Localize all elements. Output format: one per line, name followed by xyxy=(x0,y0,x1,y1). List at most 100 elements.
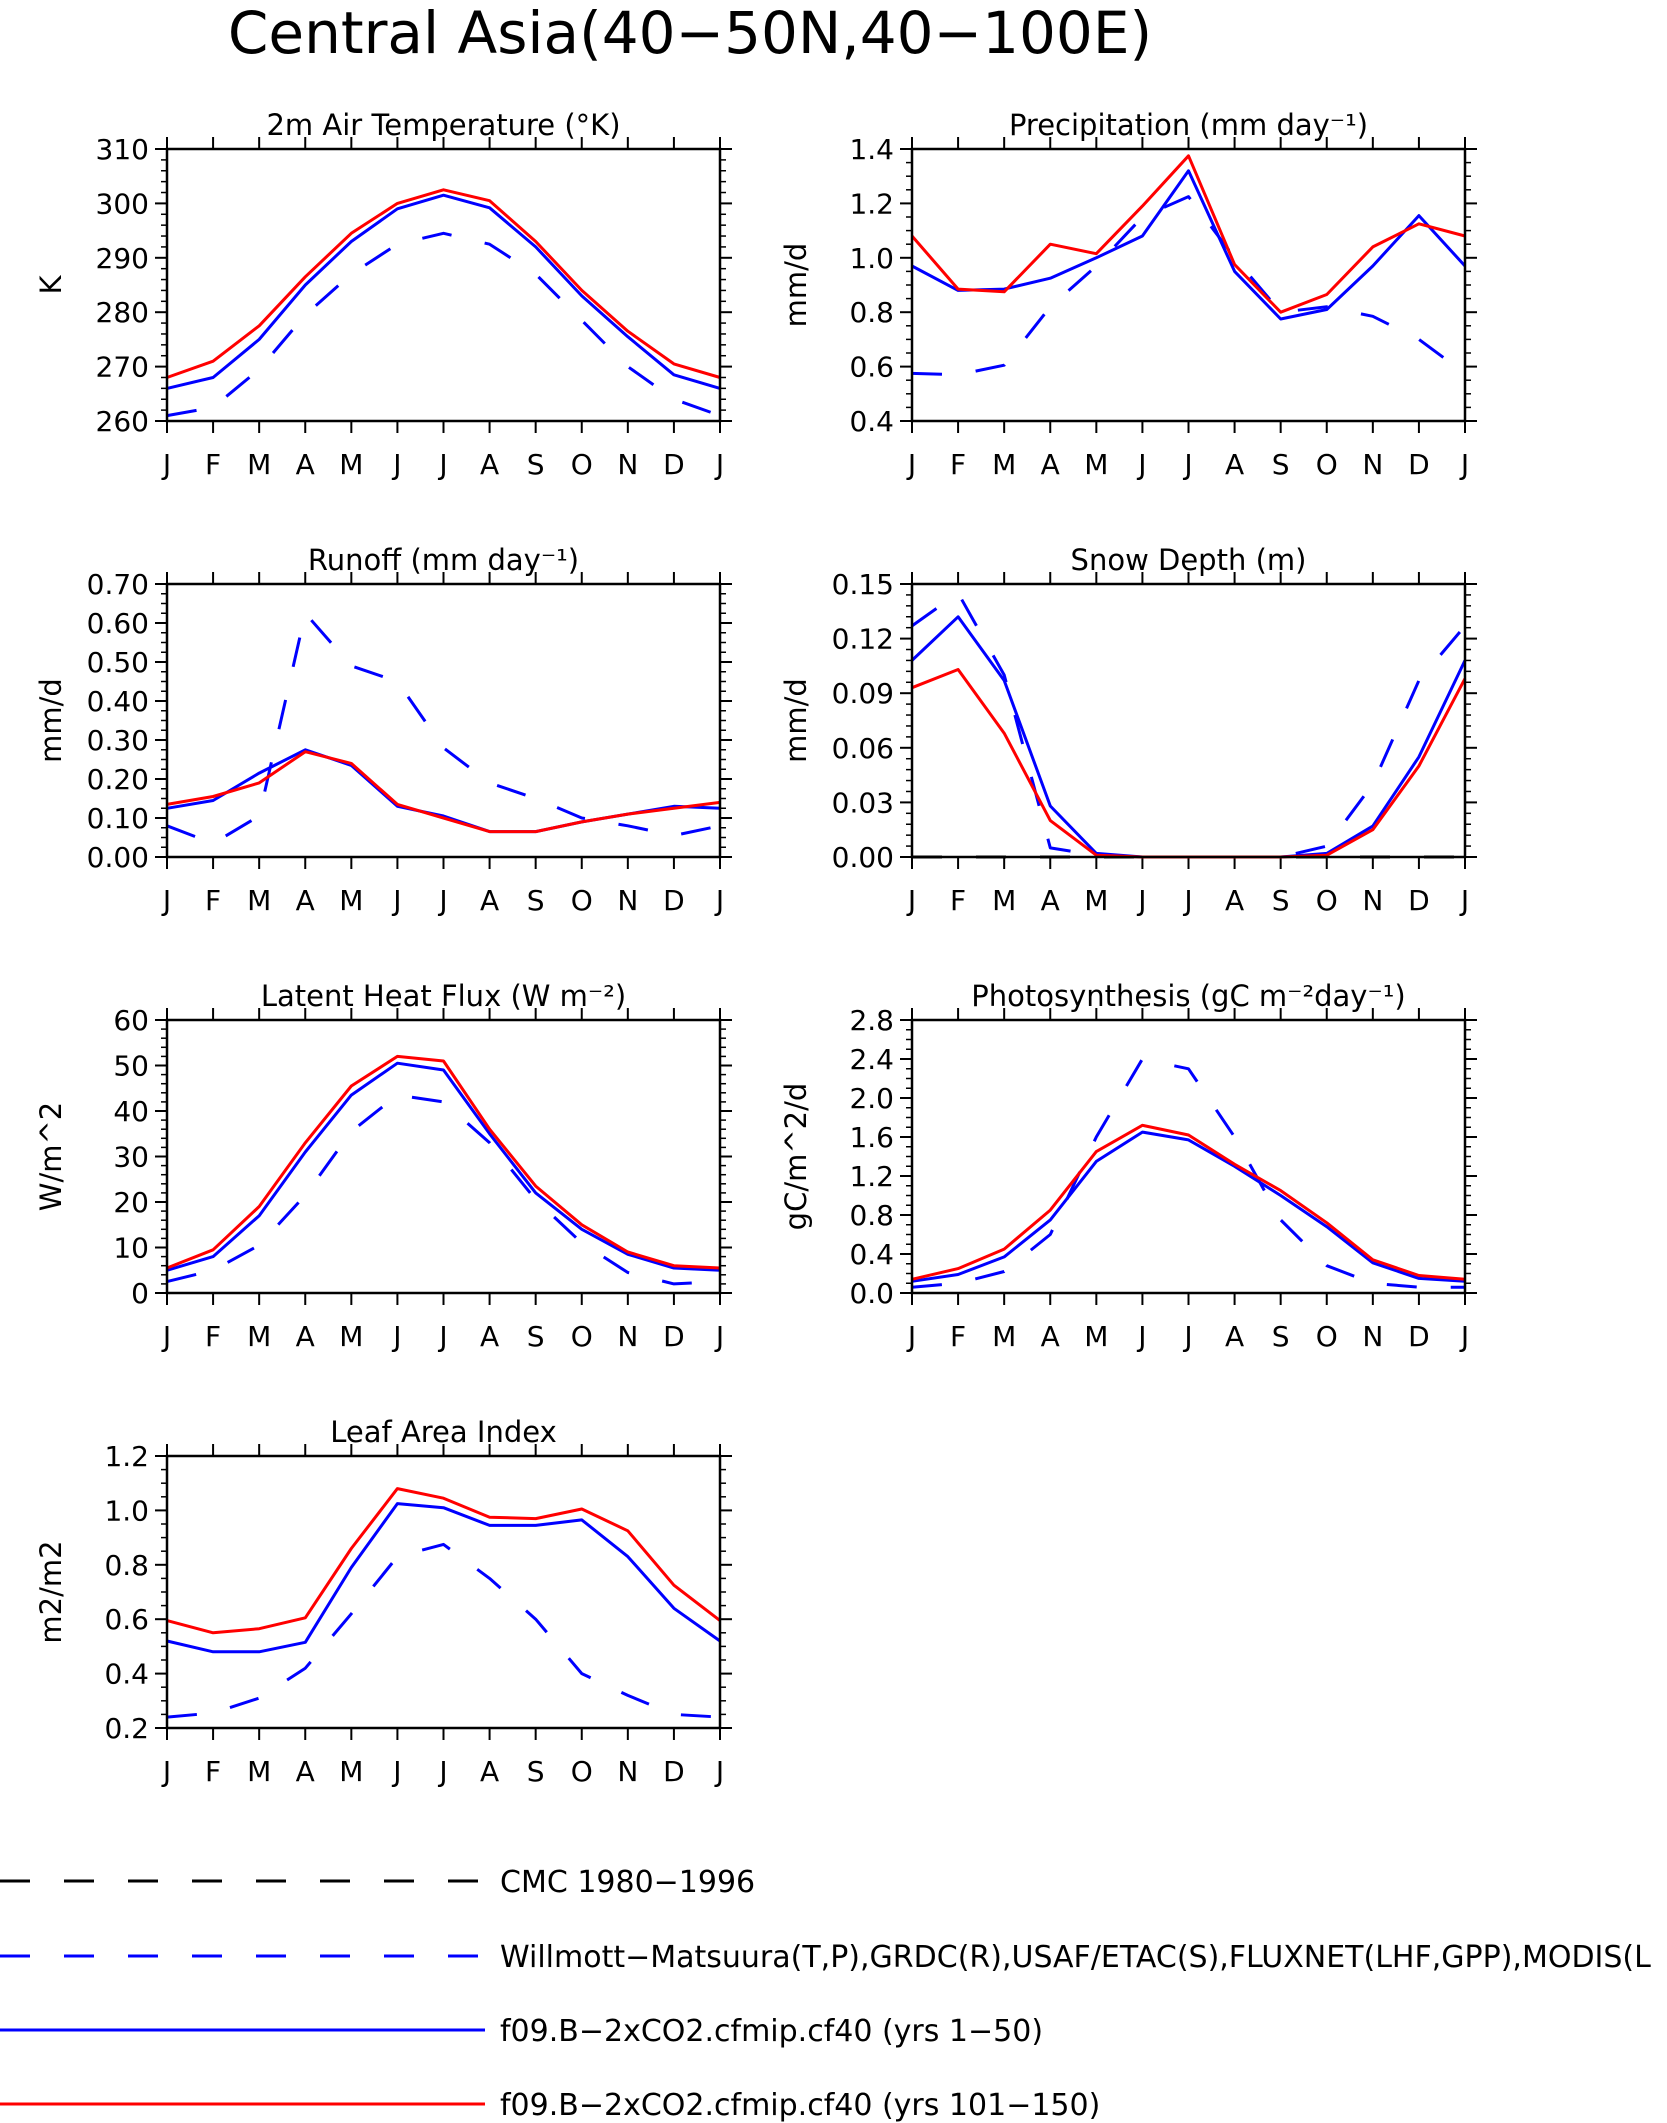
x-tick-label: O xyxy=(571,884,593,917)
y-tick-label: 0.8 xyxy=(849,296,894,329)
series-line-obs xyxy=(166,611,721,845)
panel-title: Runoff (mm day⁻¹) xyxy=(308,543,579,577)
x-tick-label: S xyxy=(527,448,545,481)
x-tick-label: S xyxy=(1272,1320,1290,1353)
x-tick-label: J xyxy=(437,448,447,481)
y-axis-label: mm/d xyxy=(34,678,68,763)
x-tick-label: M xyxy=(339,448,363,481)
x-tick-label: A xyxy=(480,448,499,481)
x-tick-label: S xyxy=(527,884,545,917)
x-tick-label: N xyxy=(1362,448,1383,481)
series-line-run1 xyxy=(166,1502,721,1654)
x-tick-label: J xyxy=(391,448,401,481)
x-tick-label: J xyxy=(1136,884,1146,917)
y-tick-label: 0.00 xyxy=(87,841,149,874)
plot-frame xyxy=(165,582,722,859)
y-tick-label: 2.4 xyxy=(849,1043,894,1076)
y-tick-label: 10 xyxy=(113,1232,149,1265)
y-axis-label: K xyxy=(34,275,68,295)
series-line-run1 xyxy=(910,615,1467,859)
y-tick-label: 1.0 xyxy=(849,242,894,275)
y-axis-label: m2/m2 xyxy=(34,1540,68,1643)
y-tick-label: 290 xyxy=(96,242,149,275)
x-tick-label: J xyxy=(1459,1320,1469,1353)
x-tick-label: J xyxy=(906,1320,916,1353)
x-tick-label: O xyxy=(571,1755,593,1788)
x-tick-label: S xyxy=(527,1320,545,1353)
x-tick-label: S xyxy=(1272,448,1290,481)
x-tick-label: M xyxy=(247,1755,271,1788)
x-tick-label: M xyxy=(1084,448,1108,481)
x-tick-label: F xyxy=(205,884,221,917)
y-axis-label: gC/m^2/d xyxy=(779,1083,813,1231)
y-tick-label: 40 xyxy=(113,1095,149,1128)
series-line-run1 xyxy=(166,193,721,390)
x-tick-label: J xyxy=(437,1755,447,1788)
plot-frame xyxy=(910,582,1467,859)
x-tick-label: F xyxy=(950,884,966,917)
x-tick-label: D xyxy=(1408,1320,1430,1353)
x-tick-label: A xyxy=(480,884,499,917)
x-tick-label: A xyxy=(1041,1320,1060,1353)
x-tick-label: M xyxy=(1084,1320,1108,1353)
x-tick-label: J xyxy=(161,884,171,917)
y-axis-label: W/m^2 xyxy=(34,1102,68,1211)
y-tick-label: 0.8 xyxy=(849,1199,894,1232)
y-tick-label: 0.03 xyxy=(832,786,894,819)
series-line-obs xyxy=(166,231,721,418)
y-tick-label: 310 xyxy=(96,133,149,166)
x-tick-label: J xyxy=(161,1755,171,1788)
x-tick-label: D xyxy=(663,884,685,917)
x-tick-label: F xyxy=(950,448,966,481)
x-tick-label: D xyxy=(1408,448,1430,481)
x-tick-label: J xyxy=(391,1320,401,1353)
panel-5: Photosynthesis (gC m⁻²day⁻¹) 0.0 0.4 0.8 1.2… xyxy=(779,979,1477,1353)
x-tick-label: F xyxy=(950,1320,966,1353)
x-tick-label: J xyxy=(1182,448,1192,481)
x-tick-label: M xyxy=(1084,884,1108,917)
panel-0: 2m Air Temperature (°K) 260 270 280 290 300 31… xyxy=(34,108,732,481)
x-tick-label: D xyxy=(663,1755,685,1788)
x-tick-label: J xyxy=(714,884,724,917)
x-tick-label: A xyxy=(1225,1320,1244,1353)
y-tick-label: 0.09 xyxy=(832,677,894,710)
x-tick-label: A xyxy=(1225,884,1244,917)
y-tick-label: 300 xyxy=(96,187,149,220)
y-tick-label: 0.40 xyxy=(87,685,149,718)
x-tick-label: A xyxy=(1225,448,1244,481)
x-tick-label: N xyxy=(617,1320,638,1353)
y-tick-label: 0.30 xyxy=(87,724,149,757)
x-tick-label: M xyxy=(247,884,271,917)
x-tick-label: J xyxy=(906,448,916,481)
panel-3: Snow Depth (m) 0.00 0.03 0.06 0.09 0.12 0.15 J F… xyxy=(779,543,1477,917)
x-tick-label: D xyxy=(1408,884,1430,917)
legend-label: f09.B−2xCO2.cfmip.cf40 (yrs 1−50) xyxy=(500,2014,1043,2049)
plot-frame xyxy=(910,147,1467,423)
x-tick-label: M xyxy=(992,448,1016,481)
legend-label: f09.B−2xCO2.cfmip.cf40 (yrs 101−150) xyxy=(500,2088,1100,2123)
panel-1: Precipitation (mm day⁻¹) 0.4 0.6 0.8 1.0 1.2 1… xyxy=(779,108,1477,481)
legend-label: Willmott−Matsuura(T,P),GRDC(R),USAF/ETAC… xyxy=(500,1940,1651,1975)
series-line-run2 xyxy=(166,750,721,834)
series-line-run2 xyxy=(166,1054,721,1270)
x-tick-label: A xyxy=(480,1320,499,1353)
y-tick-label: 280 xyxy=(96,296,149,329)
y-tick-label: 1.2 xyxy=(849,187,894,220)
x-tick-label: N xyxy=(1362,1320,1383,1353)
y-tick-label: 0.4 xyxy=(849,405,894,438)
y-tick-label: 0.6 xyxy=(104,1603,149,1636)
x-tick-label: J xyxy=(1136,448,1146,481)
x-tick-label: J xyxy=(1182,1320,1192,1353)
x-tick-label: J xyxy=(1182,884,1192,917)
x-tick-label: J xyxy=(1136,1320,1146,1353)
y-tick-label: 0 xyxy=(131,1277,149,1310)
x-tick-label: N xyxy=(1362,884,1383,917)
plot-frame xyxy=(165,1018,722,1295)
x-tick-label: O xyxy=(571,1320,593,1353)
series-line-run2 xyxy=(166,1487,721,1635)
y-tick-label: 0.00 xyxy=(832,841,894,874)
x-tick-label: A xyxy=(296,1320,315,1353)
y-tick-label: 1.2 xyxy=(104,1440,149,1473)
x-tick-label: S xyxy=(527,1755,545,1788)
